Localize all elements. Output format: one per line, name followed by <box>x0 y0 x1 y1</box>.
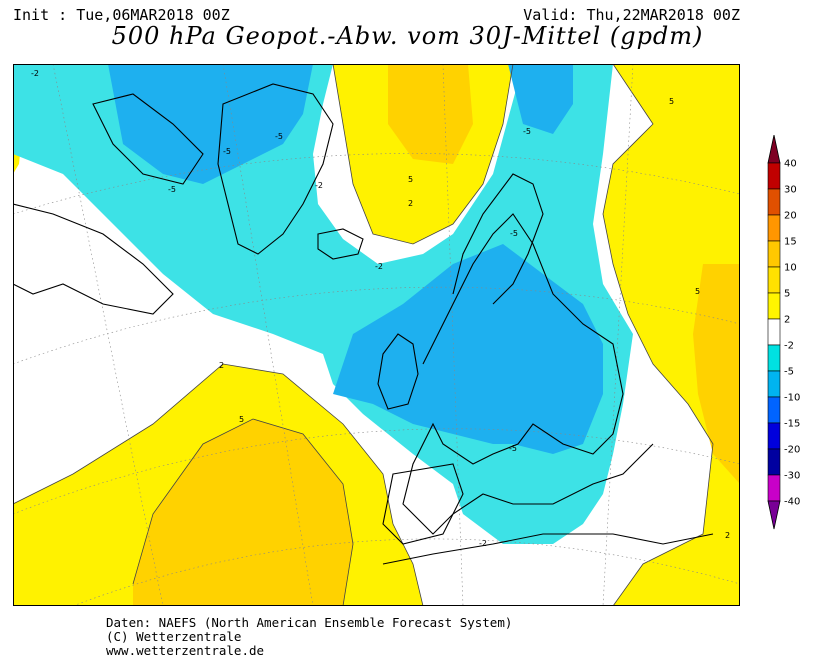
contour-label-2-3: 2 <box>725 531 730 540</box>
negative5-area-arctic <box>108 64 313 184</box>
legend-tick-label: 30 <box>784 185 797 196</box>
legend-band-5 <box>767 266 781 294</box>
contour-label-neg2-4: -2 <box>479 539 487 548</box>
footer-copyright: (C) Wetterzentrale <box>106 629 242 644</box>
legend-tick-label: 10 <box>784 263 797 274</box>
positive5-area-atlantic <box>133 419 353 606</box>
legend-tick-label: -20 <box>784 445 800 456</box>
scandinavia-coast <box>452 173 544 305</box>
footer-data-source: Daten: NAEFS (North American Ensemble Fo… <box>106 615 513 630</box>
contour-label-neg2-1: -2 <box>31 69 39 78</box>
legend-tick-label: 2 <box>784 315 790 326</box>
contour-label-neg5-2: -5 <box>223 147 231 156</box>
valid-time-label: Valid: Thu,22MAR2018 00Z <box>523 6 740 24</box>
legend-band-0 <box>767 135 781 164</box>
legend-band-8 <box>767 344 781 372</box>
contour-label-neg5-5: -5 <box>510 229 518 238</box>
contour-label-5-4: 5 <box>695 287 700 296</box>
legend-band-2 <box>767 188 781 216</box>
legend-band-3 <box>767 214 781 242</box>
contour-label-5-3: 5 <box>669 97 674 106</box>
graticule <box>13 64 740 606</box>
contour-label-neg2-2: -2 <box>315 181 323 190</box>
legend-tick-label: -30 <box>784 471 800 482</box>
iberia-coast <box>382 463 464 545</box>
positive5-area-russia <box>693 264 740 484</box>
europe-coast <box>402 213 654 535</box>
arctic-islands-coast <box>92 93 204 185</box>
contour-label-5-2: 5 <box>408 175 413 184</box>
legend-band-4 <box>767 240 781 268</box>
legend-tick-label: 5 <box>784 289 790 300</box>
legend-tick-label: -40 <box>784 497 800 508</box>
legend-band-12 <box>767 448 781 476</box>
positive5-area-norwegian-sea <box>388 64 473 164</box>
greenland-coast <box>217 83 334 255</box>
negative5-area-scandinavia <box>508 64 573 134</box>
canada-coast <box>13 203 174 315</box>
british-isles-coast <box>377 333 419 410</box>
legend-band-6 <box>767 292 781 320</box>
map-frame <box>13 64 740 606</box>
negative5-area-europe <box>333 244 603 454</box>
legend-band-1 <box>767 162 781 190</box>
legend-tick-label: 15 <box>784 237 797 248</box>
legend-tick-label: -5 <box>784 367 794 378</box>
contour-label-neg5-6: -5 <box>509 444 517 453</box>
legend-tick-label: -10 <box>784 393 800 404</box>
init-time-label: Init : Tue,06MAR2018 00Z <box>13 6 230 24</box>
positive-anomaly-area-east <box>603 64 740 606</box>
contour-label-5-1: 5 <box>239 415 244 424</box>
contour-label-2-2: 2 <box>408 199 413 208</box>
legend-band-9 <box>767 370 781 398</box>
legend-tick-label: 20 <box>784 211 797 222</box>
legend-band-7 <box>767 318 781 346</box>
contour-label-neg5-1: -5 <box>168 185 176 194</box>
footer-website[interactable]: www.wetterzentrale.de <box>106 643 265 658</box>
legend-band-10 <box>767 396 781 424</box>
legend-band-14 <box>767 500 781 530</box>
anomaly-map: -2 -5 -5 -5 -5 -5 -5 -2 -2 -2 2 2 2 5 5 … <box>13 64 740 606</box>
africa-coast <box>382 533 714 565</box>
contour-label-neg2-3: -2 <box>375 262 383 271</box>
contour-label-neg5-3: -5 <box>275 132 283 141</box>
iceland-coast <box>317 228 364 260</box>
legend-band-11 <box>767 422 781 450</box>
contour-label-2-1: 2 <box>219 361 224 370</box>
chart-title: 500 hPa Geopot.-Abw. vom 30J-Mittel (gpd… <box>111 22 704 50</box>
legend-tick-label: -2 <box>784 341 794 352</box>
contour-label-neg5-4: -5 <box>523 127 531 136</box>
coastlines <box>13 83 714 565</box>
legend-band-13 <box>767 474 781 502</box>
legend-tick-label: 40 <box>784 159 797 170</box>
color-legend: 40 30 20 15 10 5 2 -2 -5 -10 -15 -20 -30 -40 <box>767 135 800 530</box>
legend-tick-label: -15 <box>784 419 800 430</box>
